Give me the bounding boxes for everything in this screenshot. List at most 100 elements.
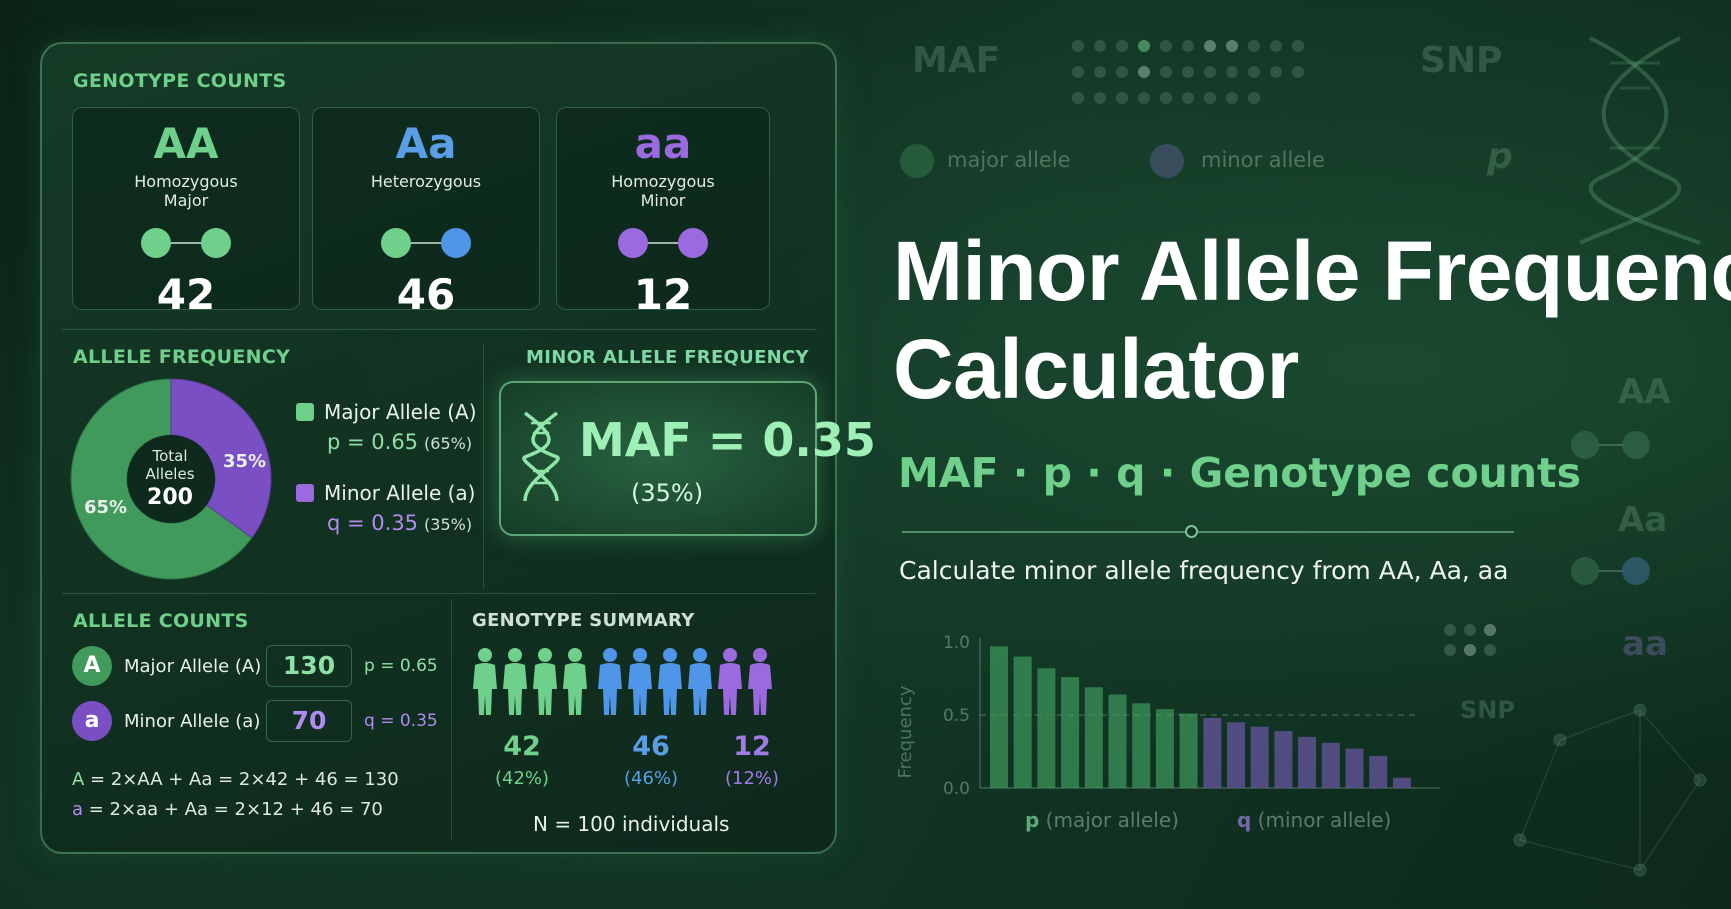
summary-pct-Aa: (46%) [623,768,679,789]
genotype-card-AA[interactable]: AA Homozygous Major 42 [72,107,300,318]
title-divider [902,531,1514,533]
person-icon [718,648,742,715]
allele-donut-chart [70,378,272,580]
chart-bar [1298,736,1317,788]
maf-value: MAF = 0.35 [579,413,876,467]
donut-minor-pct: 35% [223,451,267,472]
minor-allele-label: Minor Allele (a) [124,711,261,732]
people-icons [472,647,802,727]
maf-result-card[interactable]: MAF = 0.35 (35%) [499,381,876,536]
chart-bar [1369,755,1388,788]
bg-minor-allele-label: minor allele [1201,148,1325,172]
donut-center-value: 200 [147,485,193,510]
person-icon [688,648,712,715]
bg-snp-text: SNP [1420,40,1503,81]
genotype-symbol: Aa [395,119,457,168]
legend-minor-value: q = 0.35 (35%) [327,511,473,535]
summary-pct-aa: (12%) [724,768,780,789]
major-allele-badge: A [72,646,112,686]
summary-count-Aa: 46 [632,731,670,762]
allele-pair-icon [381,228,471,258]
calculator-panel: GENOTYPE COUNTS AA Homozygous Major 42 A… [40,42,876,854]
person-icon [748,648,772,715]
chart-xlabel-minor: q (minor allele) [1237,808,1392,832]
person-icon [473,648,497,715]
bg-p-text: p [1487,136,1513,177]
chart-xlabel-major: p (major allele) [1025,808,1179,832]
chart-bar [1179,713,1198,788]
bg-minor-dot-icon [1150,144,1184,178]
summary-count-AA: 42 [503,731,541,762]
summary-total: N = 100 individuals [533,812,730,836]
bg-dna-helix-icon [1579,36,1701,245]
chart-ylabel: Frequency [895,685,916,778]
summary-pct-AA: (42%) [494,768,550,789]
chart-bar [1345,748,1364,788]
allele-counts-label: ALLELE COUNTS [73,610,249,632]
chart-bar [1274,731,1293,788]
chart-y-tick-label: 0.0 [943,779,970,799]
bg-allele-pairs-icon [1571,431,1650,585]
genotype-summary-label: GENOTYPE SUMMARY [472,610,695,631]
legend-major-value: p = 0.65 (65%) [327,430,473,454]
genotype-symbol: aa [634,119,692,168]
donut-center [127,435,215,523]
chart-bar [1155,709,1174,788]
allele-pair-icon [618,228,708,258]
chart-y-tick-label: 0.5 [943,706,970,726]
person-icon [598,648,622,715]
bg-network-icon [1444,624,1707,877]
minor-allele-freq: q = 0.35 [364,711,438,731]
chart-bar [1084,687,1103,788]
legend-major: Major Allele (A) [296,400,477,424]
bg-aa-text: aa [1622,624,1668,664]
minor-swatch-icon [296,484,314,502]
bg-maf-text: MAF [912,40,1001,81]
legend-minor: Minor Allele (a) [296,481,475,505]
chart-bar [1250,726,1269,788]
genotype-description: Heterozygous [370,172,482,191]
person-icon [533,648,557,715]
minor-allele-badge: a [72,701,112,741]
chart-bar [1392,777,1411,788]
bg-major-dot-icon [900,144,934,178]
major-allele-count: 130 [266,645,352,687]
dna-helix-icon [522,411,560,502]
donut-center-label: Total Alleles [145,447,195,483]
major-swatch-icon [296,403,314,421]
genotype-description: Homozygous Major [134,172,238,210]
chart-bar [1132,703,1151,788]
chart-bar [1037,668,1056,788]
genotype-count: 46 [396,270,456,319]
genotype-card-Aa[interactable]: Aa Heterozygous 46 [312,107,540,318]
bg-major-allele-label: major allele [947,148,1071,172]
page-title: Minor Allele Frequency [893,224,1731,318]
person-icon [628,648,652,715]
genotype-description: Homozygous Minor [611,172,715,210]
genotype-count: 12 [633,270,693,319]
allele-pair-icon [141,228,231,258]
divider-knot-icon [1185,525,1198,538]
frequency-bar-chart: Frequency 1.0 0.5 0.0 [895,633,1440,799]
summary-count-aa: 12 [733,731,771,762]
allele-frequency-label: ALLELE FREQUENCY [73,346,291,368]
chart-bar [1203,717,1222,788]
chart-y-tick-label: 1.0 [943,633,970,653]
page-title-line2: Calculator [893,322,1299,416]
chart-bar [1108,694,1127,788]
bg-dot-grid-icon [1072,40,1304,104]
person-icon [563,648,587,715]
minor-allele-count: 70 [266,700,352,742]
chart-bar [1321,742,1340,788]
genotype-count: 42 [156,270,216,319]
genotype-card-aa[interactable]: aa Homozygous Minor 12 [556,107,770,318]
chart-bar [1061,677,1080,788]
major-allele-label: Major Allele (A) [124,656,262,677]
formula-minor: a = 2×aa + Aa = 2×12 + 46 = 70 [72,799,383,820]
maf-label: MINOR ALLELE FREQUENCY [526,347,809,368]
chart-bar [1013,656,1032,788]
person-icon [658,648,682,715]
bg-AA-text: AA [1618,372,1671,412]
bg-Aa-text: Aa [1618,500,1668,540]
formula-major: A = 2×AA + Aa = 2×42 + 46 = 130 [72,769,399,790]
